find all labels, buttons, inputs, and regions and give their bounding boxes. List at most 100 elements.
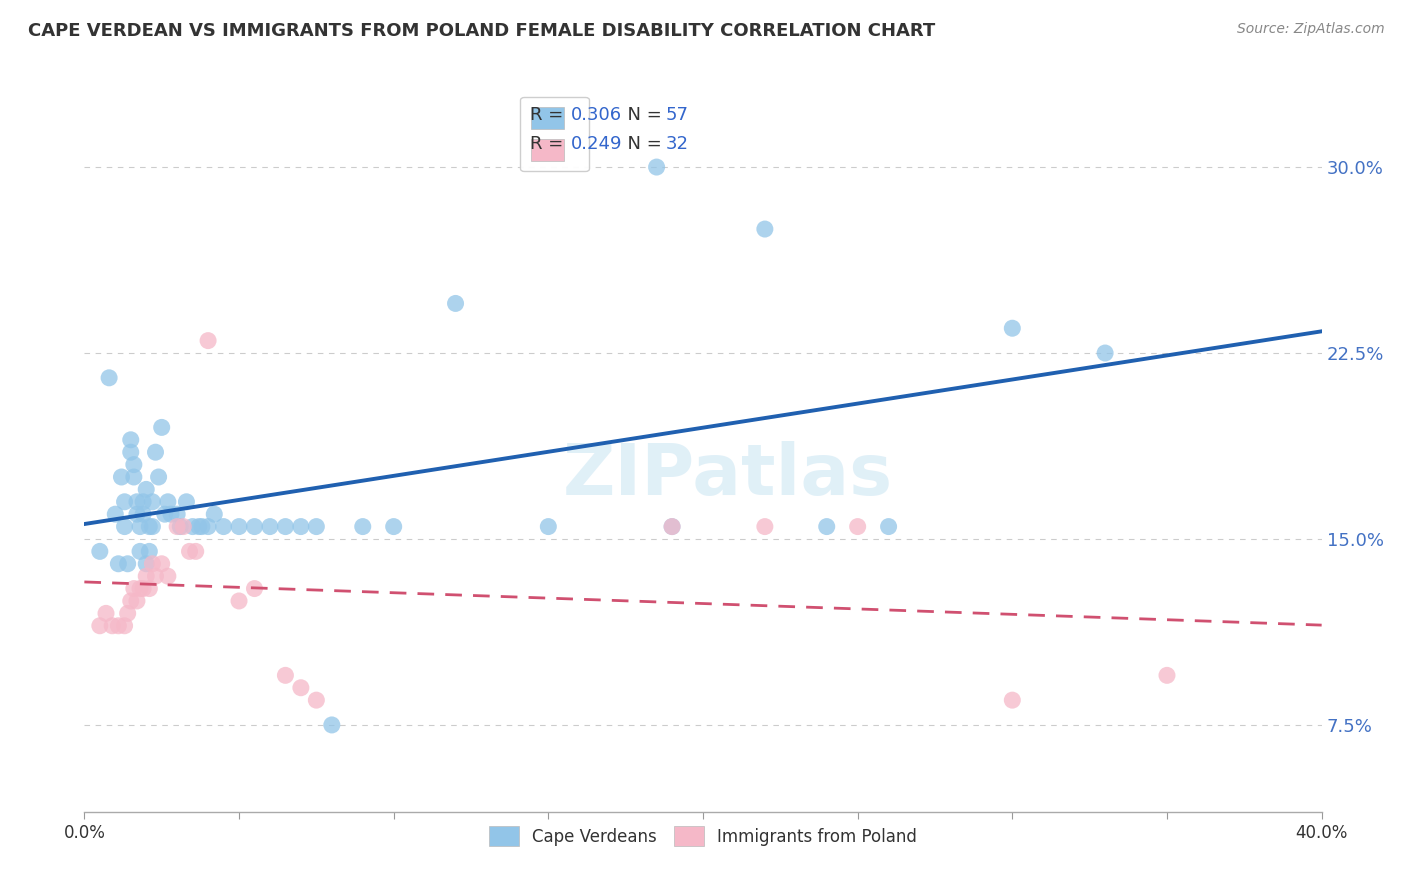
Point (129, 582, 152, 596)
Point (122, 458, 145, 472)
Point (125, 507, 148, 521)
Text: N =: N = (616, 135, 668, 153)
Point (352, 519, 374, 533)
Text: ZIPatlas: ZIPatlas (562, 441, 893, 509)
Point (101, 619, 124, 633)
Point (135, 483, 157, 497)
Point (661, 519, 683, 533)
Text: 0.306: 0.306 (571, 106, 621, 124)
Point (645, 160, 668, 174)
Point (141, 557, 163, 571)
Point (135, 557, 157, 571)
Point (89, 619, 111, 633)
Point (184, 544, 207, 558)
Point (114, 495, 136, 509)
Point (259, 519, 281, 533)
Point (191, 519, 214, 533)
Point (110, 470, 132, 484)
Point (274, 519, 297, 533)
Point (122, 470, 145, 484)
Point (145, 445, 167, 459)
Text: 57: 57 (666, 106, 689, 124)
Point (166, 519, 188, 533)
Point (197, 334, 219, 348)
Point (150, 420, 173, 434)
Point (156, 495, 179, 509)
Point (104, 507, 127, 521)
Point (138, 519, 160, 533)
Point (120, 445, 142, 459)
Point (754, 222, 776, 236)
Point (815, 519, 838, 533)
Point (382, 519, 405, 533)
Point (122, 582, 145, 596)
Point (117, 557, 139, 571)
Point (117, 607, 139, 621)
Point (120, 433, 142, 447)
Point (1001, 693, 1024, 707)
Point (243, 582, 266, 596)
Point (661, 519, 683, 533)
Point (305, 693, 328, 707)
Point (141, 519, 163, 533)
Point (444, 296, 467, 310)
Point (141, 495, 163, 509)
Text: R =: R = (530, 135, 569, 153)
Point (125, 495, 148, 509)
Point (120, 594, 142, 608)
Point (877, 519, 900, 533)
Point (89, 544, 111, 558)
Point (129, 519, 152, 533)
Point (166, 507, 188, 521)
Point (132, 507, 155, 521)
Point (846, 519, 869, 533)
Point (169, 519, 191, 533)
Point (537, 519, 560, 533)
Point (160, 507, 183, 521)
Point (156, 569, 179, 583)
Point (243, 519, 266, 533)
Point (125, 594, 148, 608)
Point (187, 519, 209, 533)
Point (107, 557, 129, 571)
Point (138, 582, 160, 596)
Point (129, 544, 152, 558)
Point (150, 557, 173, 571)
Point (1156, 668, 1178, 682)
Point (94, 607, 117, 621)
Point (145, 569, 167, 583)
Point (114, 619, 136, 633)
Point (1001, 321, 1024, 335)
Point (172, 519, 194, 533)
Point (1094, 346, 1116, 360)
Point (176, 495, 198, 509)
Text: 0.249: 0.249 (571, 135, 621, 153)
Point (202, 507, 225, 521)
Point (305, 519, 328, 533)
Point (179, 544, 201, 558)
Point (135, 569, 157, 583)
Point (132, 495, 155, 509)
Text: 32: 32 (666, 135, 689, 153)
Point (290, 681, 312, 695)
Point (197, 519, 219, 533)
Legend: Cape Verdeans, Immigrants from Poland: Cape Verdeans, Immigrants from Poland (481, 818, 925, 855)
Point (754, 519, 776, 533)
Text: R =: R = (530, 106, 569, 124)
Point (212, 519, 235, 533)
Point (132, 582, 155, 596)
Point (274, 668, 297, 682)
Point (153, 507, 176, 521)
Point (107, 619, 129, 633)
Point (290, 519, 312, 533)
Point (321, 718, 343, 732)
Point (138, 544, 160, 558)
Text: Source: ZipAtlas.com: Source: ZipAtlas.com (1237, 22, 1385, 37)
Text: CAPE VERDEAN VS IMMIGRANTS FROM POLAND FEMALE DISABILITY CORRELATION CHART: CAPE VERDEAN VS IMMIGRANTS FROM POLAND F… (28, 22, 935, 40)
Point (114, 519, 136, 533)
Text: N =: N = (616, 106, 668, 124)
Point (98, 371, 121, 385)
Point (228, 519, 250, 533)
Point (181, 519, 204, 533)
Point (148, 470, 170, 484)
